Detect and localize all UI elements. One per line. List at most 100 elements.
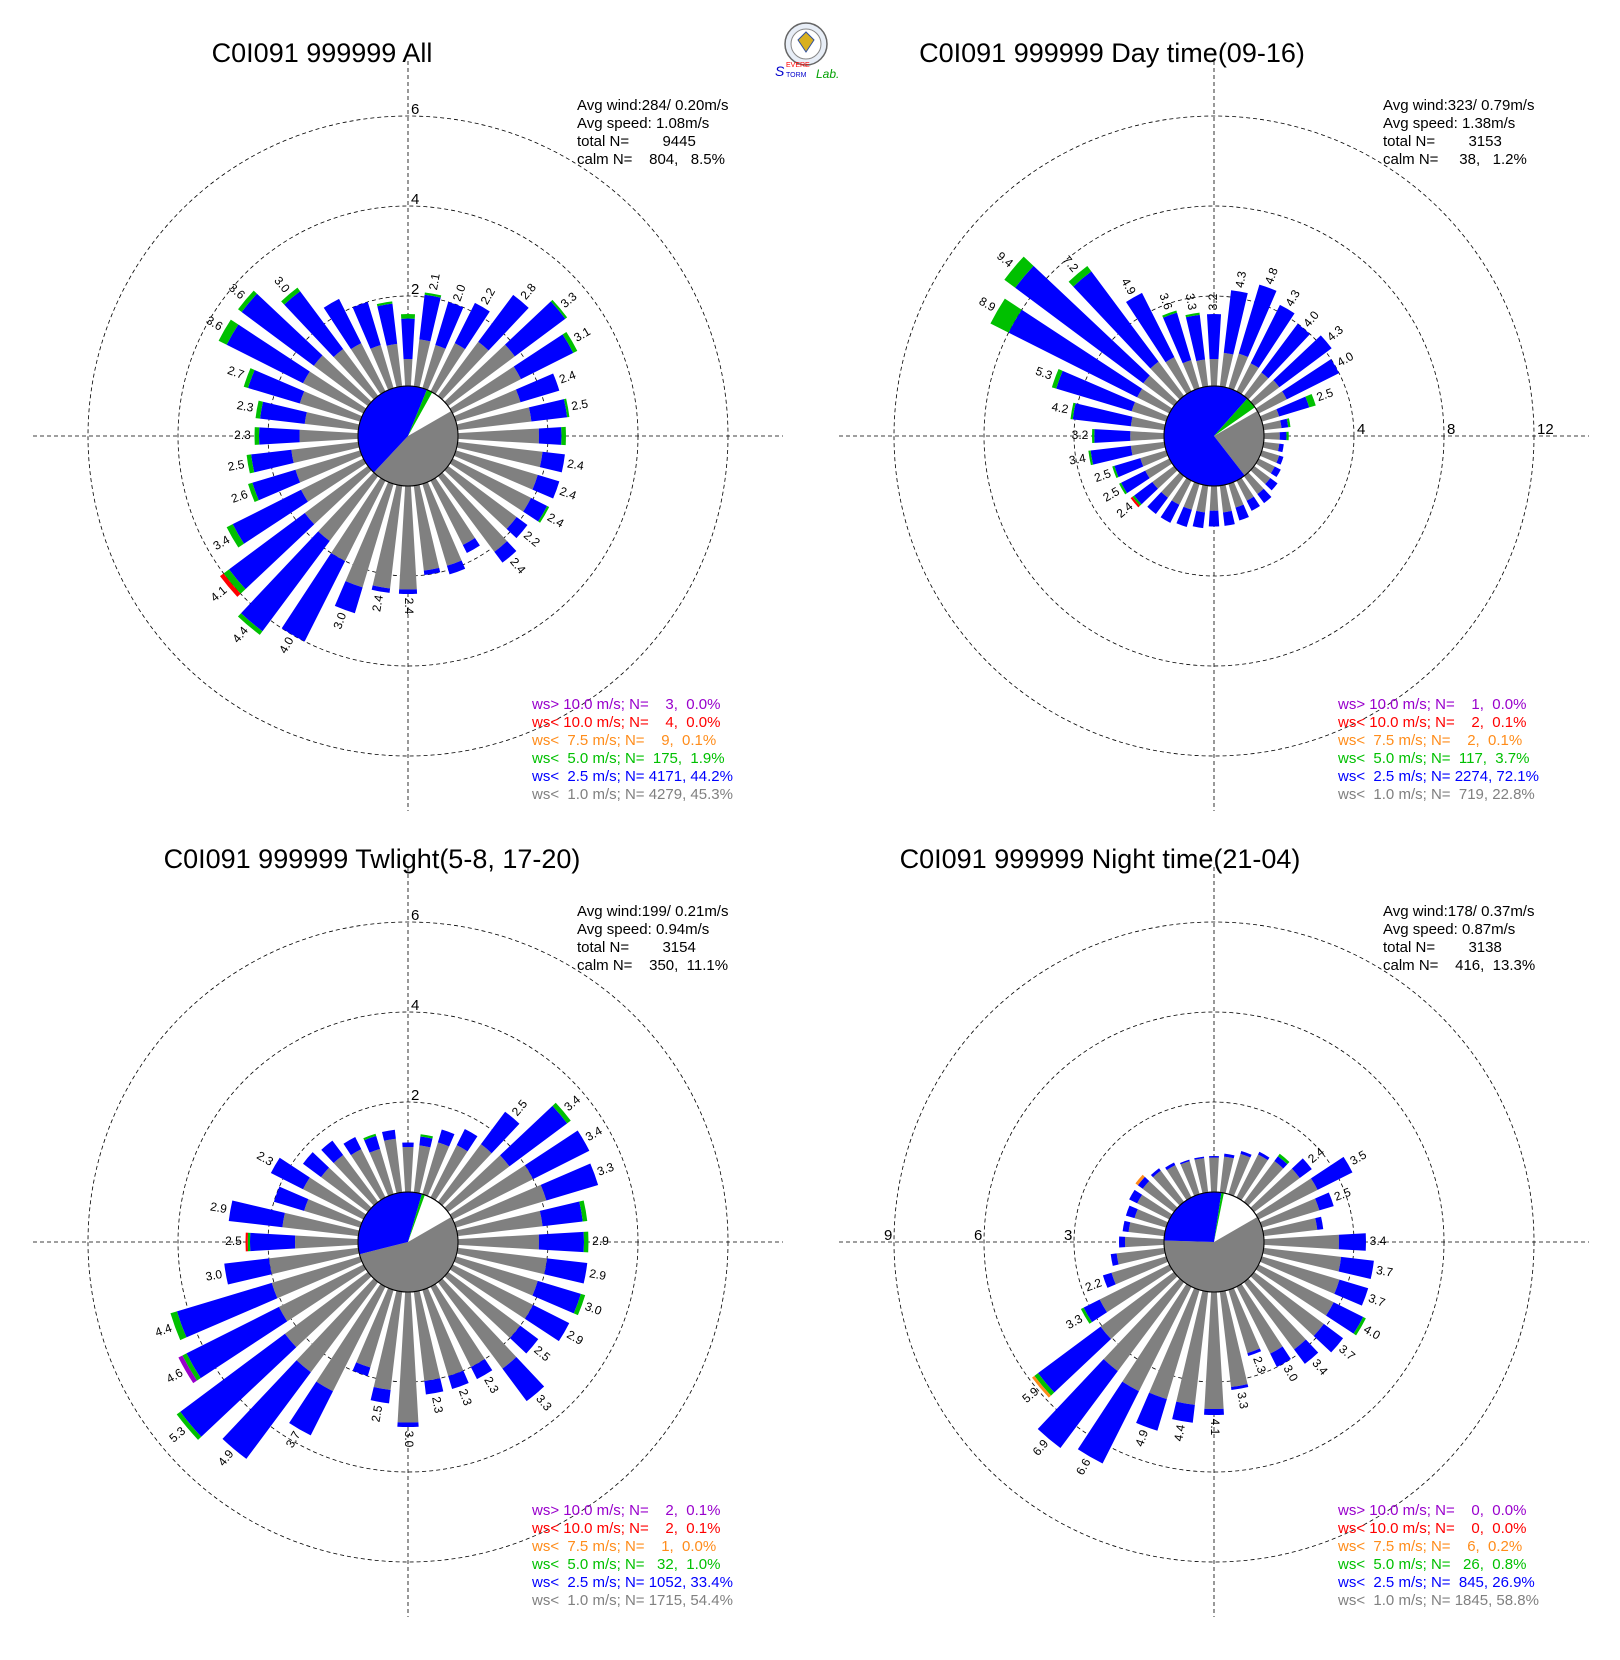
bar-segment-green [255, 400, 263, 419]
ring-label: 2 [411, 281, 419, 298]
bar-segment-blue [523, 497, 548, 522]
direction-bar-260: 2.5 [227, 441, 360, 474]
bar-value-label: 2.3 [1250, 1355, 1269, 1376]
stats-line: calm N= 416, 13.3% [1383, 957, 1535, 974]
bar-segment-blue [1122, 1220, 1131, 1232]
bar-value-label: 2.5 [1092, 466, 1113, 485]
stats-line: total N= 3153 [1383, 133, 1502, 150]
bar-segment-blue [1258, 1151, 1270, 1161]
bar-segment-grey [413, 1290, 441, 1382]
panel-title: C0I091 999999 All [212, 38, 433, 68]
bar-segment-grey [1100, 1271, 1178, 1340]
bar-segment-blue [470, 1359, 493, 1380]
bar-segment-green [1080, 1307, 1092, 1324]
direction-bar-320 [1150, 1168, 1185, 1206]
bar-segment-grey [1180, 1161, 1200, 1197]
bar-segment-blue [1150, 1168, 1161, 1178]
legend-entry: ws< 2.5 m/s; N= 845, 26.9% [1337, 1574, 1535, 1591]
legend-entry: ws> 10.0 m/s; N= 1, 0.0% [1337, 696, 1526, 713]
svg-text:Lab.: Lab. [816, 67, 839, 81]
bar-segment-grey [1262, 1247, 1342, 1272]
bar-segment-blue [424, 1378, 444, 1395]
ring-label: 4 [411, 997, 419, 1014]
direction-bar-280: 4.2 [1051, 400, 1166, 431]
bar-value-label: 2.6 [229, 487, 250, 506]
direction-bar-20 [1228, 1151, 1252, 1197]
bar-segment-grey [453, 389, 521, 422]
bar-value-label: 2.2 [1083, 1275, 1104, 1294]
direction-bar-170: 2.3 [413, 1290, 446, 1415]
direction-bar-0: 3.2 [1206, 293, 1222, 387]
ring [983, 205, 1445, 667]
legend-entry: ws> 10.0 m/s; N= 2, 0.1% [531, 1502, 720, 1519]
bar-value-label: 3.7 [283, 1428, 304, 1450]
bar-segment-green [538, 505, 550, 523]
bar-segment-green [1051, 369, 1063, 389]
bar-value-label: 4.4 [230, 624, 252, 646]
bar-segment-blue [1094, 429, 1131, 443]
bar-value-label: 3.0 [330, 610, 349, 631]
direction-bar-180: 2.4 [398, 485, 418, 615]
direction-bar-130 [1250, 465, 1278, 491]
bar-segment-grey [350, 343, 386, 395]
bar-value-label: 4.0 [1361, 1322, 1383, 1343]
bar-value-label: 3.5 [1347, 1147, 1369, 1168]
direction-bar-0 [1209, 1156, 1219, 1193]
direction-bar-0 [402, 1142, 414, 1193]
bar-value-label: 6.6 [1073, 1456, 1094, 1478]
bar-segment-blue [402, 1142, 414, 1148]
direction-bar-200: 4.9 [1132, 1287, 1200, 1448]
direction-bar-250: 4.4 [153, 1256, 363, 1341]
bar-segment-grey [1259, 450, 1280, 463]
bar-segment-grey [1140, 450, 1169, 467]
bar-segment-blue [250, 1232, 296, 1252]
direction-bar-320 [321, 1140, 379, 1206]
bar-segment-grey [271, 1256, 363, 1299]
legend-entry: ws< 2.5 m/s; N= 2274, 72.1% [1337, 768, 1539, 785]
bar-value-label: 3.4 [1068, 451, 1087, 468]
bar-value-label: 3.7 [1367, 1291, 1388, 1310]
bar-segment-blue [540, 1163, 599, 1201]
bar-value-label: 2.5 [531, 1343, 553, 1365]
bar-segment-blue [1273, 335, 1332, 388]
bar-value-label: 2.5 [509, 1097, 531, 1119]
bar-segment-blue [1224, 1153, 1235, 1159]
bar-value-label: 2.5 [1315, 385, 1336, 404]
direction-bar-0 [400, 314, 416, 387]
direction-bar-20: 2.0 [422, 282, 469, 391]
bar-segment-blue [260, 401, 307, 424]
bar-segment-blue [224, 1258, 272, 1285]
ring [1073, 295, 1355, 577]
bar-segment-grey [430, 343, 466, 395]
direction-bar-250: 2.6 [229, 450, 363, 506]
bar-segment-green [1286, 431, 1289, 441]
bar-segment-grey [296, 1278, 379, 1373]
bar-segment-green [1353, 1317, 1366, 1336]
bar-segment-orange [1135, 1174, 1145, 1186]
legend-entry: ws< 7.5 m/s; N= 1, 0.0% [531, 1538, 716, 1555]
bar-segment-grey [456, 1247, 548, 1275]
calm-pie [357, 1191, 459, 1293]
direction-bar-180: 4.1 [1204, 1291, 1224, 1436]
legend-entry: ws> 10.0 m/s; N= 0, 0.0% [1337, 1502, 1526, 1519]
legend-entry: ws< 10.0 m/s; N= 2, 0.1% [531, 1520, 720, 1537]
bar-segment-green [583, 1231, 589, 1253]
bar-segment-green [247, 1232, 251, 1252]
bar-segment-grey [1103, 1278, 1185, 1372]
bar-segment-grey [1209, 359, 1219, 387]
bar-segment-blue [302, 1152, 330, 1178]
bar-segment-grey [299, 429, 359, 443]
ring-label: 6 [411, 101, 419, 118]
direction-bar-260: 3.0 [204, 1247, 360, 1285]
stats-line: Avg speed: 1.08m/s [577, 115, 709, 132]
direction-bar-290 [1125, 1205, 1169, 1228]
ring-label: 3 [1064, 1227, 1072, 1244]
bar-value-label: 3.6 [226, 281, 248, 303]
direction-bar-80: 2.5 [456, 396, 589, 431]
direction-bar-70: 2.4 [453, 368, 578, 422]
bar-segment-blue [252, 469, 301, 501]
bar-segment-blue [454, 302, 490, 350]
bar-segment-grey [1243, 472, 1264, 495]
bar-value-label: 3.3 [595, 1160, 616, 1179]
bar-value-label: 2.2 [478, 285, 499, 307]
